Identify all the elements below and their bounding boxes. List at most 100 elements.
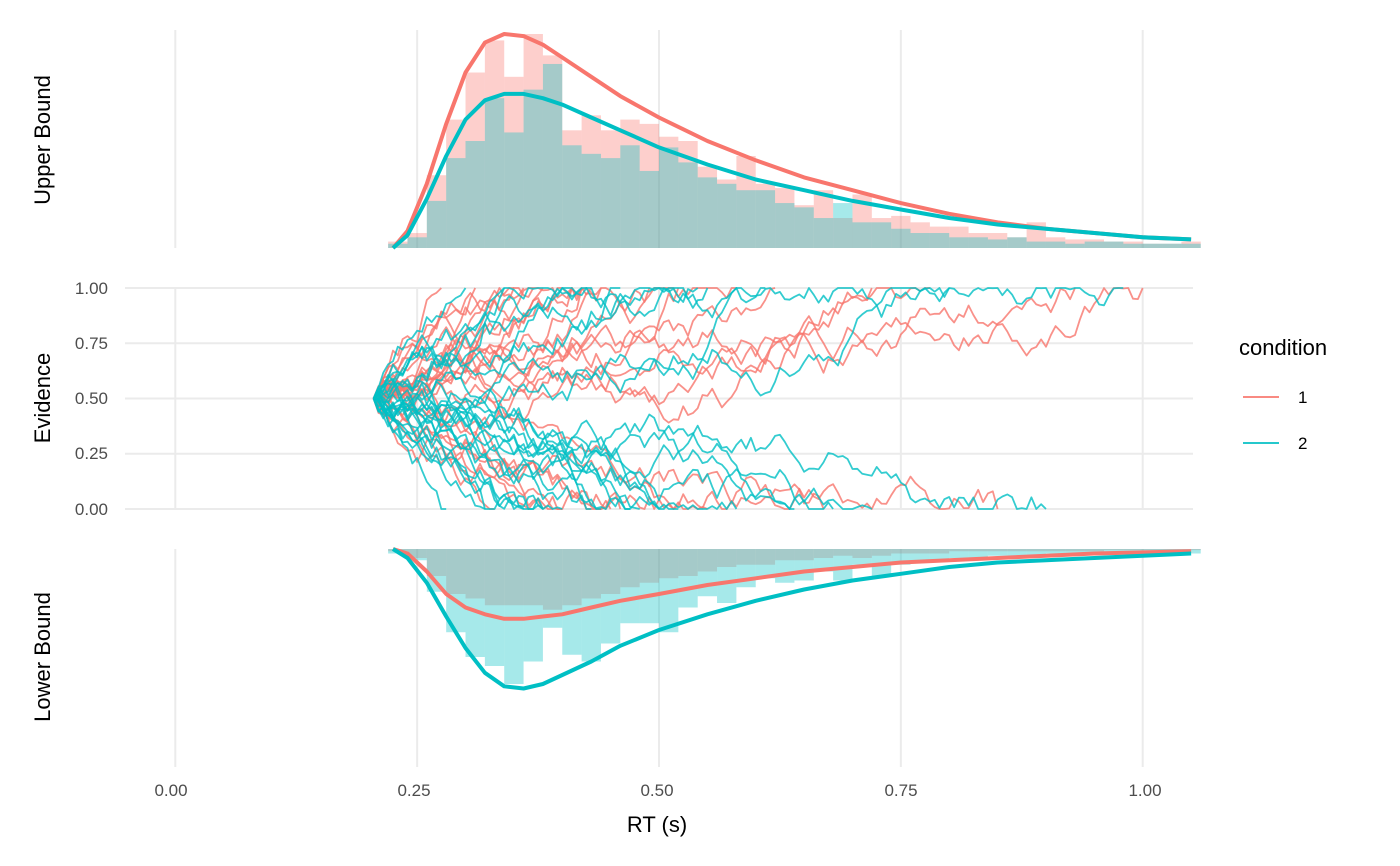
evidence-trace-1 xyxy=(372,287,602,404)
histogram-bar-1 xyxy=(407,233,427,248)
histogram-bar-2 xyxy=(407,237,427,248)
histogram-bar-1 xyxy=(659,549,679,579)
histogram-bar-1 xyxy=(504,76,524,248)
histogram-bar-2 xyxy=(717,549,737,603)
histogram-bar-2 xyxy=(852,549,872,565)
histogram-bar-2 xyxy=(678,549,698,608)
histogram-bar-1 xyxy=(678,549,698,576)
histogram-bar-2 xyxy=(659,147,679,248)
histogram-bar-2 xyxy=(968,237,988,248)
histogram-bar-1 xyxy=(794,549,814,561)
histogram-bar-2 xyxy=(1123,243,1143,248)
histogram-bar-2 xyxy=(794,207,814,248)
histogram-bar-1 xyxy=(523,34,543,248)
y-tick-label: 0.75 xyxy=(75,334,108,353)
histogram-bar-2 xyxy=(910,233,930,248)
histogram-bar-2 xyxy=(484,98,505,248)
histogram-bar-2 xyxy=(910,549,930,563)
evidence-panel-label: Evidence xyxy=(30,353,55,444)
histogram-bar-2 xyxy=(755,190,776,248)
histogram-bar-1 xyxy=(1162,243,1182,248)
histogram-bar-2 xyxy=(523,549,543,662)
histogram-bar-1 xyxy=(620,119,640,248)
histogram-bar-1 xyxy=(639,123,659,248)
histogram-bar-2 xyxy=(833,549,853,581)
histogram-bar-1 xyxy=(1084,549,1104,552)
histogram-bar-2 xyxy=(1045,241,1066,248)
evidence-trace-1 xyxy=(372,287,651,404)
evidence-y-axis: 1.00 0.75 0.50 0.25 0.00 xyxy=(75,279,108,519)
histogram-bar-1 xyxy=(620,549,640,588)
histogram-bar-2 xyxy=(1142,243,1163,248)
upper-panel-title: Upper Bound xyxy=(30,75,55,205)
histogram-bar-1 xyxy=(407,549,427,558)
legend-label-2: 2 xyxy=(1298,434,1307,453)
y-tick-label: 0.00 xyxy=(75,500,108,519)
histogram-bar-2 xyxy=(562,145,582,248)
histogram-bar-1 xyxy=(639,549,659,583)
histogram-bar-2 xyxy=(523,89,543,248)
density-curve-1 xyxy=(392,547,1192,621)
histogram-bar-2 xyxy=(929,549,950,561)
histogram-bar-2 xyxy=(1007,549,1027,558)
histogram-bar-2 xyxy=(600,158,621,248)
histogram-bar-1 xyxy=(484,549,505,606)
evidence-trace-2 xyxy=(373,380,873,510)
x-tick-label: 0.50 xyxy=(640,781,673,800)
histogram-bar-2 xyxy=(852,222,872,248)
x-tick-label: 0.75 xyxy=(884,781,917,800)
histogram-bar-2 xyxy=(949,237,969,248)
histogram-bar-2 xyxy=(697,549,718,597)
histogram-bar-2 xyxy=(426,549,447,592)
histogram-bar-1 xyxy=(968,233,988,248)
histogram-bar-1 xyxy=(1084,239,1104,248)
histogram-bar-2 xyxy=(1162,243,1182,248)
lower-panel-label: Lower Bound xyxy=(30,592,55,722)
evidence-trace-1 xyxy=(372,382,999,510)
histogram-bar-1 xyxy=(755,549,776,565)
histogram-bar-2 xyxy=(542,549,563,628)
histogram-bar-2 xyxy=(968,549,988,558)
histogram-bar-2 xyxy=(581,549,601,662)
evidence-trace-2 xyxy=(372,391,679,510)
histogram-bar-1 xyxy=(871,218,892,248)
histogram-bar-2 xyxy=(639,170,659,248)
histogram-bar-2 xyxy=(813,218,834,248)
evidence-trace-2 xyxy=(372,390,601,510)
histogram-bar-1 xyxy=(1162,549,1182,551)
histogram-bar-1 xyxy=(717,549,737,567)
evidence-trace-layer xyxy=(372,287,1144,510)
histogram-bar-2 xyxy=(465,549,485,657)
histogram-bar-2 xyxy=(581,153,601,248)
x-axis: 0.00 0.25 0.50 0.75 1.00 xyxy=(154,781,1161,800)
histogram-bar-1 xyxy=(852,549,872,558)
histogram-bar-1 xyxy=(562,549,582,606)
histogram-bar-1 xyxy=(426,175,447,248)
evidence-trace-2 xyxy=(372,346,834,510)
histogram-bar-1 xyxy=(775,188,795,248)
evidence-trace-2 xyxy=(373,397,544,510)
histogram-bar-2 xyxy=(1045,549,1066,554)
histogram-bar-1 xyxy=(736,549,756,565)
histogram-bar-1 xyxy=(717,179,737,248)
histogram-bar-2 xyxy=(504,549,524,684)
evidence-trace-1 xyxy=(372,287,1076,399)
evidence-trace-2 xyxy=(372,393,738,510)
histogram-bar-2 xyxy=(871,222,892,248)
x-tick-label: 0.00 xyxy=(154,781,187,800)
histogram-bar-2 xyxy=(929,233,950,248)
evidence-panel-title: Evidence xyxy=(30,353,55,444)
legend: condition 1 2 xyxy=(1239,335,1327,453)
histogram-bar-1 xyxy=(794,205,814,248)
histogram-bar-2 xyxy=(949,549,969,558)
histogram-bar-1 xyxy=(987,549,1008,552)
histogram-bar-2 xyxy=(407,549,427,561)
histogram-bar-1 xyxy=(697,166,718,248)
histogram-bar-1 xyxy=(987,233,1008,248)
histogram-bar-1 xyxy=(581,115,601,248)
histogram-bar-1 xyxy=(1142,549,1163,551)
histogram-bar-1 xyxy=(1045,549,1066,552)
evidence-trace-2 xyxy=(373,287,699,400)
lower-panel-title: Lower Bound xyxy=(30,592,55,722)
